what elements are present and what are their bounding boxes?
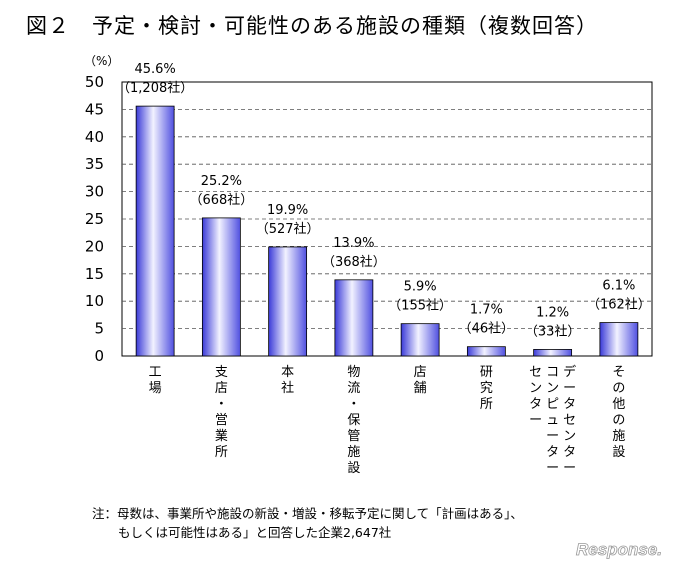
data-label-percent: 13.9% bbox=[333, 236, 374, 251]
bars bbox=[135, 105, 639, 357]
y-axis-ticks: 0 5 10 15 20 25 30 35 40 45 50 bbox=[85, 73, 104, 365]
data-label-count: （155社） bbox=[388, 298, 452, 314]
data-label-count: （33社） bbox=[525, 323, 581, 339]
y-tick-label: 30 bbox=[85, 183, 104, 201]
category-label: 店舗 bbox=[414, 365, 427, 396]
data-label-count: （668社） bbox=[189, 192, 253, 208]
data-label-count: （368社） bbox=[322, 254, 386, 270]
response-logo: Response. bbox=[576, 540, 663, 560]
y-tick-label: 40 bbox=[85, 128, 104, 146]
y-tick-label: 20 bbox=[85, 237, 104, 255]
bar bbox=[533, 349, 573, 357]
data-label-count: （162社） bbox=[587, 297, 651, 313]
data-label-percent: 6.1% bbox=[602, 279, 635, 294]
category-label: データセンター bbox=[563, 364, 576, 476]
y-tick-label: 50 bbox=[85, 73, 104, 91]
y-tick-label: 10 bbox=[85, 292, 104, 310]
gridlines bbox=[122, 109, 652, 330]
category-label: その他の施設 bbox=[612, 365, 625, 460]
data-label-percent: 45.6% bbox=[134, 62, 175, 77]
category-labels: 工場 支店・営業所 本社 物流・保管施設 店舗 研究所 データセンターコンピューターセンター… bbox=[149, 364, 626, 476]
data-label-percent: 5.9% bbox=[404, 280, 437, 295]
bar bbox=[466, 346, 506, 357]
data-label-percent: 1.7% bbox=[470, 303, 503, 318]
y-tick-label: 45 bbox=[85, 100, 104, 118]
footnote-line-1: 注：母数は、事業所や施設の新設・増設・移転予定に関して「計画はある」、 bbox=[92, 506, 523, 521]
category-label: 支店・営業所 bbox=[215, 365, 228, 460]
category-label: コンピューター bbox=[546, 365, 559, 476]
y-tick-label: 5 bbox=[94, 320, 104, 338]
category-label: 工場 bbox=[149, 365, 162, 396]
y-tick-label: 35 bbox=[85, 155, 104, 173]
bar bbox=[268, 246, 308, 357]
chart-title: 図２ 予定・検討・可能性のある施設の種類（複数回答） bbox=[26, 14, 598, 38]
data-label-percent: 25.2% bbox=[201, 174, 242, 189]
footnote-line-2: もしくは可能性はある」と回答した企業2,647社 bbox=[118, 525, 392, 540]
category-label: 本社 bbox=[281, 365, 294, 396]
category-label: 研究所 bbox=[480, 365, 493, 412]
data-label-percent: 1.2% bbox=[536, 305, 569, 320]
y-tick-label: 0 bbox=[94, 347, 104, 365]
bar bbox=[201, 217, 241, 357]
data-label-count: （46社） bbox=[459, 321, 515, 337]
data-label-percent: 19.9% bbox=[267, 203, 308, 218]
data-label-count: （1,208社） bbox=[117, 80, 193, 96]
bar bbox=[599, 322, 639, 357]
data-label-count: （527社） bbox=[256, 221, 320, 237]
data-labels: 45.6% （1,208社） 25.2% （668社） 19.9% （527社） 13.9%… bbox=[117, 62, 651, 339]
bar bbox=[334, 279, 374, 357]
logo-text: Response. bbox=[576, 540, 662, 559]
y-tick-label: 25 bbox=[85, 210, 104, 228]
bar bbox=[135, 105, 175, 357]
y-axis-unit: （%） bbox=[84, 54, 119, 68]
category-label: 物流・保管施設 bbox=[347, 365, 360, 476]
y-tick-label: 15 bbox=[85, 265, 104, 283]
category-label: センター bbox=[529, 365, 542, 428]
bar bbox=[400, 323, 440, 357]
